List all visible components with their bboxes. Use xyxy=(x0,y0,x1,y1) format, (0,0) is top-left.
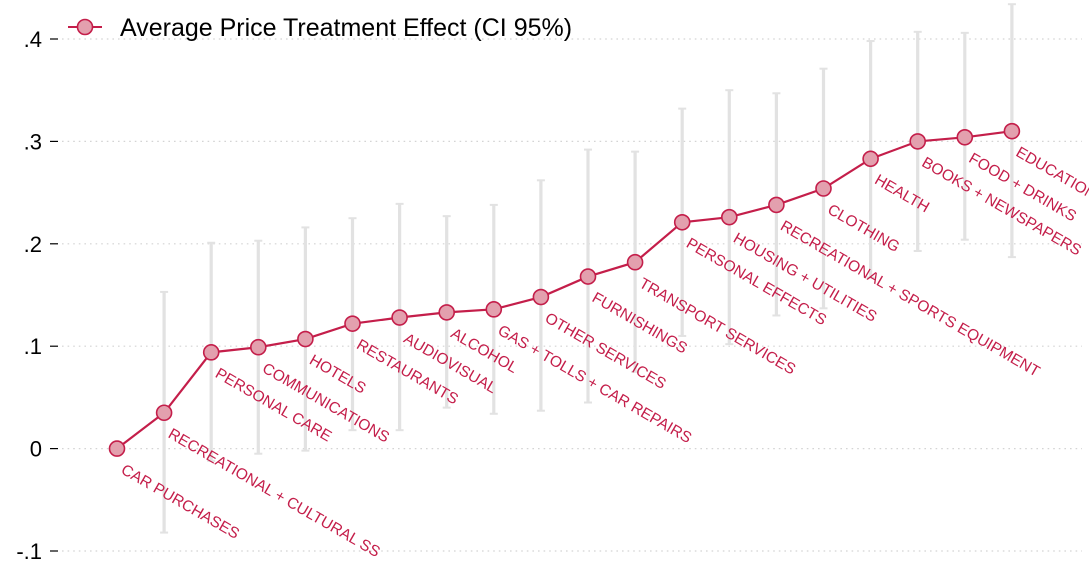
data-point xyxy=(673,213,691,231)
gridlines xyxy=(62,38,1082,552)
data-point xyxy=(108,440,126,457)
y-tick-label: 0 xyxy=(30,437,42,462)
y-tick-label: .2 xyxy=(24,232,42,257)
data-point xyxy=(249,338,267,356)
category-label: HEALTH xyxy=(872,172,932,217)
data-point xyxy=(720,208,738,226)
legend-label: Average Price Treatment Effect (CI 95%) xyxy=(120,14,572,42)
data-point xyxy=(438,304,456,321)
data-point xyxy=(862,150,879,168)
category-label: RECREATIONAL + SPORTS EQUIPMENT xyxy=(777,218,1043,381)
data-point xyxy=(391,309,408,326)
y-axis: .4 .3 .2 .1 0 -.1 xyxy=(16,27,58,564)
data-point xyxy=(626,253,644,271)
y-tick-label: .4 xyxy=(24,27,42,52)
data-points xyxy=(108,122,1021,457)
data-point xyxy=(532,288,550,306)
data-point xyxy=(202,344,220,361)
data-point xyxy=(485,301,503,318)
category-label: RECREATIONAL + CULTURAL SS xyxy=(165,426,383,562)
data-point xyxy=(956,129,974,146)
y-tick-label: .1 xyxy=(24,334,42,359)
data-point xyxy=(815,180,832,197)
legend: Average Price Treatment Effect (CI 95%) xyxy=(68,14,572,42)
data-point xyxy=(344,315,361,332)
y-tick-label: .3 xyxy=(24,129,42,154)
legend-marker-swatch xyxy=(76,18,94,36)
data-point xyxy=(297,330,314,348)
data-point xyxy=(768,196,785,214)
data-point xyxy=(1003,122,1021,140)
data-point xyxy=(909,133,927,150)
data-point xyxy=(155,404,173,422)
y-tick-label: -.1 xyxy=(16,539,42,564)
data-point xyxy=(579,268,597,285)
